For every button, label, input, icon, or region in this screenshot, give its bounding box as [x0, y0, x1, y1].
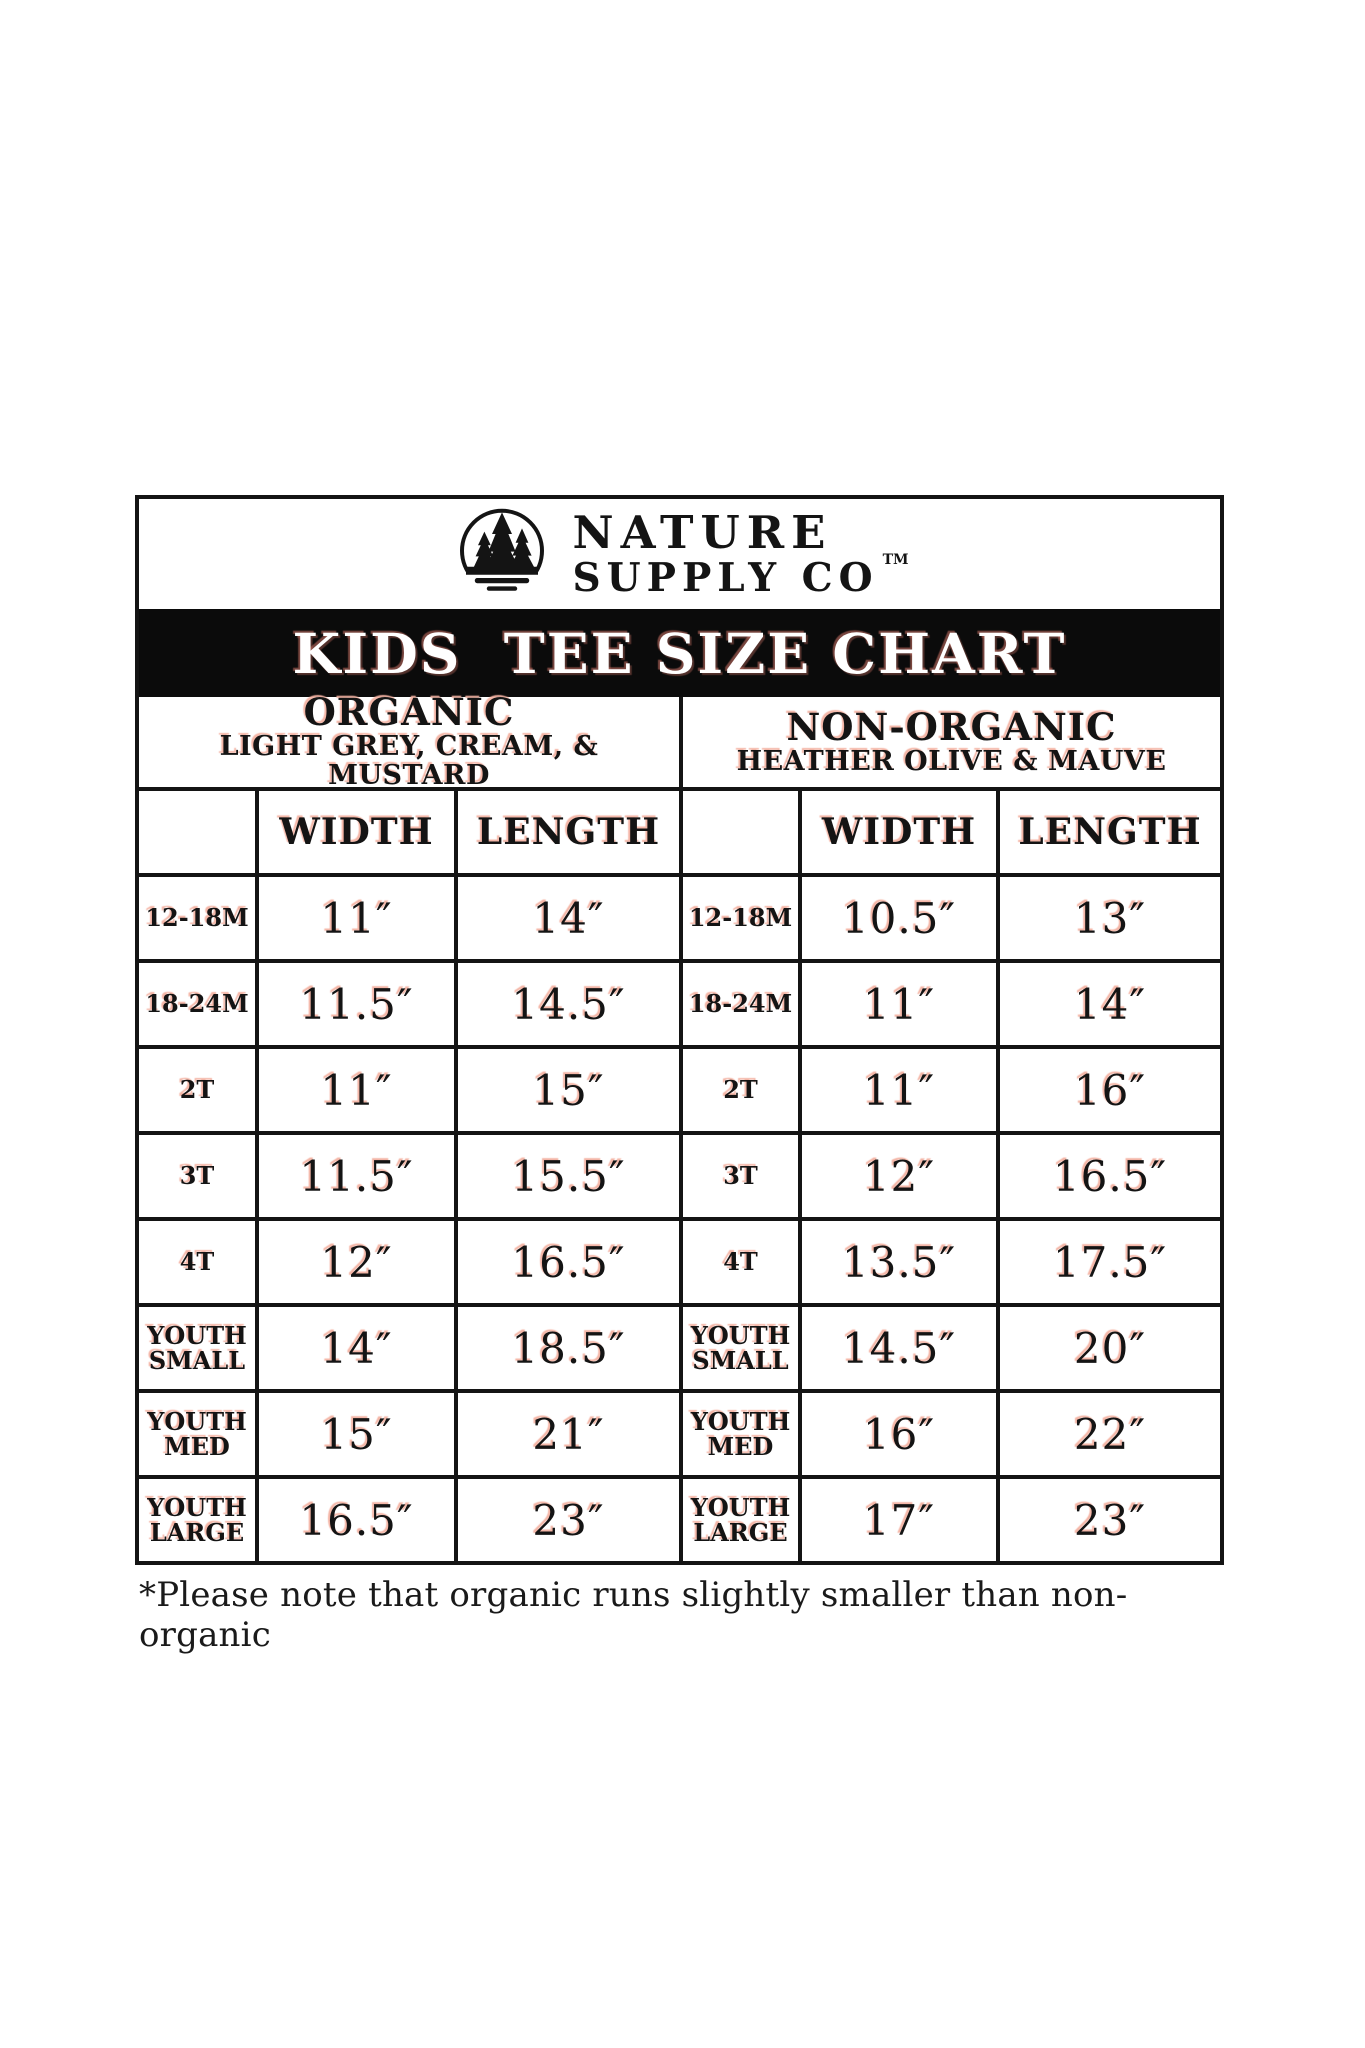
size-label-nonorganic: 4T [683, 1217, 802, 1303]
size-chart-sheet: NATURE SUPPLY CO TM KIDS TEE SIZE CHART … [135, 495, 1224, 1655]
organic-width-value: 12″ [259, 1217, 458, 1303]
section-header-row: ORGANIC LIGHT GREY, CREAM, & MUSTARD NON… [139, 693, 1220, 791]
size-label-nonorganic: 3T [683, 1131, 802, 1217]
nonorganic-width-value: 13.5″ [802, 1217, 1000, 1303]
organic-width-value: 15″ [259, 1389, 458, 1475]
organic-width-value: 16.5″ [259, 1475, 458, 1561]
nonorganic-width-value: 17″ [802, 1475, 1000, 1561]
organic-length-value: 18.5″ [458, 1303, 683, 1389]
nonorganic-length-value: 17.5″ [1000, 1217, 1220, 1303]
size-label-organic: 4T [139, 1217, 259, 1303]
size-label-organic: YOUTH MED [139, 1389, 259, 1475]
organic-length-value: 15″ [458, 1045, 683, 1131]
nonorganic-width-value: 12″ [802, 1131, 1000, 1217]
size-label-organic: YOUTH SMALL [139, 1303, 259, 1389]
brand-name-line2-text: SUPPLY CO [572, 555, 879, 601]
size-label-nonorganic: 12-18M [683, 873, 802, 959]
nonorganic-length-value: 22″ [1000, 1389, 1220, 1475]
title-bar: KIDS TEE SIZE CHART [139, 609, 1220, 697]
nonorganic-width-value: 10.5″ [802, 873, 1000, 959]
nonorganic-width-header: WIDTH [802, 791, 1000, 873]
nonorganic-length-value: 16.5″ [1000, 1131, 1220, 1217]
size-label-nonorganic: 18-24M [683, 959, 802, 1045]
organic-section-subtitle: LIGHT GREY, CREAM, & MUSTARD [219, 730, 599, 792]
organic-width-value: 11.5″ [259, 959, 458, 1045]
nonorganic-length-value: 20″ [1000, 1303, 1220, 1389]
nonorganic-section-title: NON-ORGANIC [786, 704, 1117, 749]
size-label-nonorganic: YOUTH MED [683, 1389, 802, 1475]
size-label-organic: 2T [139, 1045, 259, 1131]
nonorganic-section-subtitle: HEATHER OLIVE & MAUVE [736, 745, 1167, 777]
organic-width-value: 11″ [259, 873, 458, 959]
section-header-organic: ORGANIC LIGHT GREY, CREAM, & MUSTARD [139, 693, 683, 791]
organic-length-value: 14″ [458, 873, 683, 959]
size-label-organic: 3T [139, 1131, 259, 1217]
organic-length-header: LENGTH [458, 791, 683, 873]
nonorganic-length-header: LENGTH [1018, 811, 1202, 853]
pine-trees-circle-icon [454, 508, 551, 602]
nonorganic-length-value: 13″ [1000, 873, 1220, 959]
organic-width-value: 11.5″ [259, 1131, 458, 1217]
size-label-nonorganic: YOUTH LARGE [683, 1475, 802, 1561]
chart-title: KIDS TEE SIZE CHART [292, 620, 1067, 686]
trademark-symbol: TM [882, 552, 909, 568]
organic-length-value: 14.5″ [458, 959, 683, 1045]
size-label-organic: YOUTH LARGE [139, 1475, 259, 1561]
brand-wordmark: NATURE SUPPLY CO TM [572, 506, 908, 601]
organic-width-value: 14″ [259, 1303, 458, 1389]
brand-name-line2: SUPPLY CO TM [572, 553, 908, 601]
brand-name-line1: NATURE [572, 506, 833, 559]
size-label-organic: 18-24M [139, 959, 259, 1045]
organic-length-value: 15.5″ [458, 1131, 683, 1217]
size-label-nonorganic: YOUTH SMALL [683, 1303, 802, 1389]
nonorganic-length-value: 23″ [1000, 1475, 1220, 1561]
organic-length-value: 21″ [458, 1389, 683, 1475]
nonorganic-width-value: 16″ [802, 1389, 1000, 1475]
nonorganic-length-value: 14″ [1000, 959, 1220, 1045]
section-header-nonorganic: NON-ORGANIC HEATHER OLIVE & MAUVE [683, 697, 1220, 787]
organic-width-value: 11″ [259, 1045, 458, 1131]
corner-cell-nonorganic [683, 791, 802, 873]
size-chart-table: NATURE SUPPLY CO TM KIDS TEE SIZE CHART … [135, 495, 1224, 1565]
size-grid: WIDTH LENGTH WIDTH LENGTH 12-18M 11″ 14″… [139, 791, 1220, 1561]
organic-length-value: 16.5″ [458, 1217, 683, 1303]
organic-width-header: WIDTH [259, 791, 458, 873]
organic-length-value: 23″ [458, 1475, 683, 1561]
size-label-nonorganic: 2T [683, 1045, 802, 1131]
nonorganic-width-value: 11″ [802, 959, 1000, 1045]
size-label-organic: 12-18M [139, 873, 259, 959]
nonorganic-width-value: 11″ [802, 1045, 1000, 1131]
footnote: *Please note that organic runs slightly … [139, 1575, 1128, 1655]
nonorganic-length-value: 16″ [1000, 1045, 1220, 1131]
corner-cell-organic [139, 791, 259, 873]
organic-section-title: ORGANIC [303, 689, 515, 734]
brand-header: NATURE SUPPLY CO TM [139, 499, 1220, 609]
nonorganic-width-value: 14.5″ [802, 1303, 1000, 1389]
